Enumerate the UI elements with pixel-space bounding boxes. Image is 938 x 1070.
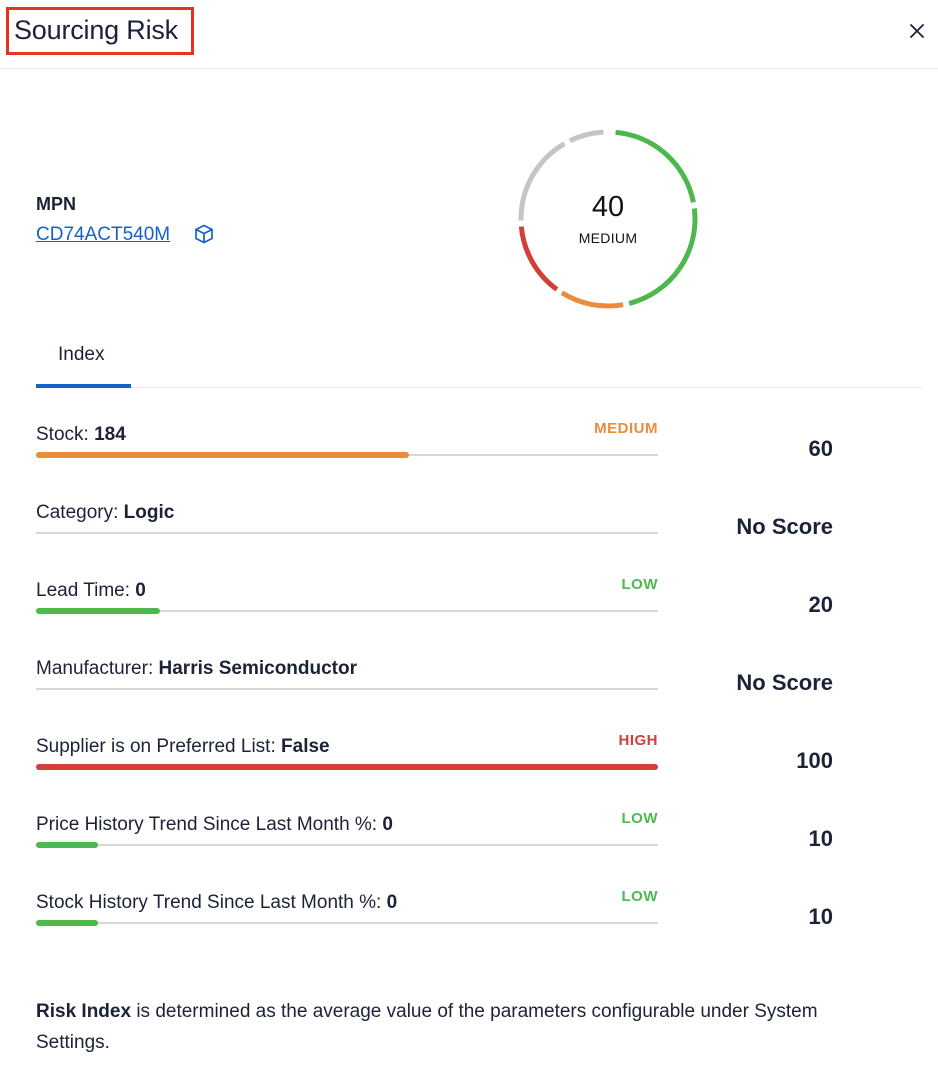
- row-label: Price History Trend Since Last Month %: …: [36, 814, 393, 836]
- row-progress-fill: [36, 452, 410, 458]
- mpn-label: MPN: [36, 194, 76, 214]
- row-progress-fill: [36, 842, 99, 848]
- row-label-text: Stock History Trend Since Last Month %:: [36, 892, 382, 913]
- row-label: Stock: 184: [36, 424, 126, 446]
- row-label: Stock History Trend Since Last Month %: …: [36, 892, 397, 914]
- row-value: 0: [135, 580, 146, 601]
- footer-text: is determined as the average value of th…: [36, 1001, 818, 1053]
- tab-bar: Index: [36, 330, 922, 388]
- row-score: No Score: [736, 670, 833, 695]
- row-label: Lead Time: 0: [36, 580, 146, 602]
- row-progress-track: [36, 920, 658, 926]
- risk-row: Category: Logic No Score: [36, 502, 836, 580]
- row-progress-track: [36, 532, 658, 534]
- row-score: 100: [796, 748, 833, 773]
- row-score: No Score: [736, 514, 833, 539]
- row-progress-fill: [36, 608, 161, 614]
- cube-icon[interactable]: [193, 223, 215, 245]
- tab-index[interactable]: Index: [36, 330, 131, 388]
- tab-index-label: Index: [58, 344, 105, 365]
- gauge-level: MEDIUM: [578, 230, 638, 246]
- row-value: 184: [94, 424, 126, 445]
- row-progress-track: [36, 764, 658, 770]
- row-score: 10: [808, 904, 833, 929]
- row-progress-track: [36, 608, 658, 614]
- row-level-badge: MEDIUM: [594, 420, 658, 437]
- footer-bold: Risk Index: [36, 1001, 132, 1022]
- row-progress-fill: [36, 764, 658, 770]
- gauge-segment-green: [628, 208, 698, 306]
- risk-row: Supplier is on Preferred List: False HIGH…: [36, 732, 836, 814]
- risk-row: Stock: 184 MEDIUM 60: [36, 420, 836, 502]
- row-label-text: Category:: [36, 502, 119, 523]
- row-label-text: Manufacturer:: [36, 658, 154, 679]
- row-score: 10: [808, 826, 833, 851]
- row-label: Manufacturer: Harris Semiconductor: [36, 658, 357, 680]
- close-icon[interactable]: [906, 20, 928, 42]
- row-level-badge: LOW: [621, 888, 658, 905]
- gauge-segment-green: [615, 129, 696, 203]
- row-progress-track: [36, 452, 658, 458]
- risk-gauge: [518, 129, 698, 309]
- row-value: 0: [382, 814, 393, 835]
- dialog-header: Sourcing Risk: [0, 0, 938, 69]
- risk-row: Manufacturer: Harris Semiconductor No Sco…: [36, 658, 836, 736]
- risk-row: Stock History Trend Since Last Month %: …: [36, 888, 836, 970]
- row-value: False: [281, 736, 330, 757]
- row-level-badge: HIGH: [618, 732, 658, 749]
- row-value: Logic: [123, 502, 175, 523]
- mpn-link[interactable]: CD74ACT540M: [36, 224, 171, 245]
- gauge-segment-gray: [568, 129, 604, 144]
- row-value: 0: [386, 892, 398, 913]
- row-value: Harris Semiconductor: [158, 658, 358, 679]
- row-level-badge: LOW: [621, 810, 658, 827]
- row-score: 60: [808, 436, 833, 461]
- row-label-text: Stock:: [36, 424, 89, 445]
- row-label: Supplier is on Preferred List: False: [36, 736, 330, 758]
- row-progress-track: [36, 842, 658, 848]
- row-label-text: Price History Trend Since Last Month %:: [36, 814, 378, 835]
- dialog-title: Sourcing Risk: [14, 15, 178, 45]
- row-progress-track: [36, 688, 658, 690]
- row-score: 20: [808, 592, 833, 617]
- footer-note: Risk Index is determined as the average …: [36, 996, 896, 1058]
- title-highlight-box: [6, 7, 194, 55]
- gauge-segment-gray: [518, 141, 566, 221]
- row-progress-fill: [36, 920, 99, 926]
- row-label: Category: Logic: [36, 502, 174, 524]
- gauge-segment-red: [518, 226, 559, 292]
- gauge-value: 40: [591, 191, 625, 223]
- risk-row: Lead Time: 0 LOW 20: [36, 576, 836, 658]
- row-label-text: Lead Time:: [36, 580, 130, 601]
- risk-row: Price History Trend Since Last Month %: …: [36, 810, 836, 892]
- row-level-badge: LOW: [621, 576, 658, 593]
- gauge-segment-orange: [560, 290, 624, 309]
- row-label-text: Supplier is on Preferred List:: [36, 736, 276, 757]
